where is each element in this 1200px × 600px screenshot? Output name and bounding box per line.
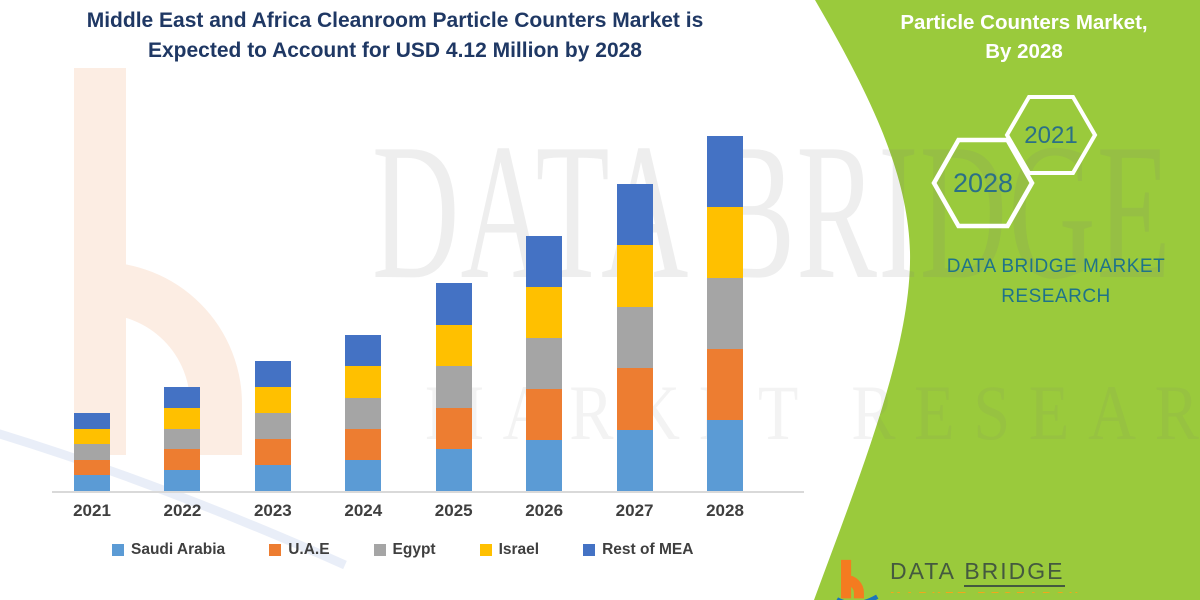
bar-segment-u-a-e-2024	[345, 428, 382, 460]
bar-segment-saudi-arabia-2021	[74, 475, 110, 491]
bar-segment-saudi-arabia-2025	[435, 449, 472, 491]
bar-segment-u-a-e-2028	[707, 349, 743, 421]
bar-segment-egypt-2025	[435, 366, 472, 408]
footer-text: DATA BRIDGE MARKET RESEARCH	[890, 556, 1082, 593]
bar-segment-u-a-e-2025	[435, 407, 472, 450]
footer-brand-subline-text: MARKET RESEARCH	[890, 589, 1082, 593]
bar-segment-rest-of-mea-2022	[164, 387, 201, 408]
bar-segment-u-a-e-2027	[616, 368, 653, 430]
bar-segment-israel-2022	[164, 407, 201, 429]
x-axis-label-2025: 2025	[434, 501, 473, 520]
bar-segment-saudi-arabia-2023	[254, 465, 291, 491]
bar-segment-saudi-arabia-2022	[164, 470, 201, 491]
footer-brand-name: DATA BRIDGE	[890, 556, 1082, 587]
footer-brand-word1: DATA	[890, 558, 956, 584]
footer-logo: DATA BRIDGE MARKET RESEARCH	[836, 556, 1082, 600]
bar-segment-u-a-e-2023	[254, 439, 291, 466]
bar-segment-saudi-arabia-2028	[707, 420, 743, 491]
logo-b-icon	[841, 559, 864, 599]
legend-label: Israel	[498, 541, 540, 558]
panel-title-line1: Particle Counters Market,	[900, 11, 1148, 34]
bar-segment-u-a-e-2021	[74, 459, 110, 476]
bar-segment-egypt-2026	[526, 337, 563, 389]
page-title-line1: Middle East and Africa Cleanroom Particl…	[86, 9, 704, 32]
x-axis-label-2022: 2022	[163, 501, 202, 520]
legend-item-saudi-arabia: Saudi Arabia	[112, 541, 225, 559]
footer-brand-word2: BRIDGE	[964, 558, 1065, 587]
bar-segment-israel-2027	[616, 245, 653, 307]
bar-segment-israel-2026	[526, 286, 563, 338]
x-axis-baseline	[52, 491, 804, 493]
bar-segment-u-a-e-2022	[164, 449, 201, 471]
legend-item-rest-of-mea: Rest of MEA	[583, 541, 693, 559]
page-title-line2: Expected to Account for USD 4.12 Million…	[147, 39, 642, 62]
bar-segment-israel-2028	[707, 207, 743, 279]
chart-legend: Saudi Arabia U.A.E Egypt Israel Rest of MEA	[112, 541, 772, 559]
bar-segment-saudi-arabia-2026	[526, 439, 563, 491]
legend-label: Saudi Arabia	[131, 541, 226, 558]
bar-segment-u-a-e-2026	[526, 388, 563, 440]
bar-segment-egypt-2024	[345, 397, 382, 429]
panel-title-line2: By 2028	[985, 40, 1063, 63]
legend-swatch-icon	[269, 544, 282, 556]
bar-segment-israel-2024	[345, 366, 382, 398]
bar-segment-israel-2021	[74, 428, 110, 445]
legend-label: Egypt	[392, 541, 436, 558]
x-axis-label-2028: 2028	[706, 501, 744, 520]
swoosh-arc	[0, 429, 347, 570]
legend-swatch-icon	[479, 544, 492, 556]
brand-text: DATA BRIDGE MARKET RESEARCH	[928, 252, 1184, 312]
x-axis-label-2027: 2027	[615, 501, 654, 520]
legend-item-u-a-e: U.A.E	[269, 541, 330, 559]
b-watermark-icon	[74, 68, 242, 455]
bar-segment-israel-2023	[254, 387, 291, 414]
legend-label: Rest of MEA	[602, 541, 694, 558]
bar-segment-egypt-2027	[616, 306, 653, 369]
bar-segment-egypt-2022	[164, 428, 201, 450]
bar-segment-egypt-2028	[707, 278, 743, 350]
legend-swatch-icon	[583, 544, 596, 556]
bar-segment-rest-of-mea-2025	[435, 283, 472, 325]
bar-segment-rest-of-mea-2021	[74, 413, 110, 429]
bar-segment-rest-of-mea-2028	[707, 136, 743, 208]
bar-segment-egypt-2021	[74, 444, 110, 460]
bar-segment-rest-of-mea-2024	[345, 335, 382, 367]
brand-text-line2: RESEARCH	[1001, 286, 1111, 307]
legend-swatch-icon	[112, 544, 124, 556]
x-axis-label-2024: 2024	[344, 501, 383, 520]
page-title: Middle East and Africa Cleanroom Particl…	[20, 6, 770, 66]
bar-segment-saudi-arabia-2024	[345, 459, 382, 491]
legend-swatch-icon	[373, 544, 386, 556]
logo-swoosh-icon	[836, 594, 879, 600]
x-axis-label-2023: 2023	[253, 501, 292, 520]
bar-segment-rest-of-mea-2027	[616, 183, 653, 246]
x-axis-label-2026: 2026	[525, 501, 564, 520]
bar-segment-rest-of-mea-2023	[254, 361, 291, 388]
bar-segment-rest-of-mea-2026	[526, 235, 563, 287]
green-panel-shape	[814, 0, 1200, 600]
bar-segment-israel-2025	[435, 324, 472, 367]
bar-segment-egypt-2023	[254, 413, 291, 440]
x-axis-label-2021: 2021	[73, 501, 111, 520]
legend-item-israel: Israel	[479, 541, 540, 559]
footer-brand-subline: MARKET RESEARCH	[890, 588, 1082, 593]
legend-item-egypt: Egypt	[373, 541, 436, 559]
legend-label: U.A.E	[288, 541, 330, 558]
bar-segment-saudi-arabia-2027	[616, 429, 653, 491]
brand-text-line1: DATA BRIDGE MARKET	[946, 256, 1166, 277]
panel-title: Particle Counters Market, By 2028	[878, 8, 1170, 66]
data-bridge-b-logo-icon	[836, 559, 879, 600]
